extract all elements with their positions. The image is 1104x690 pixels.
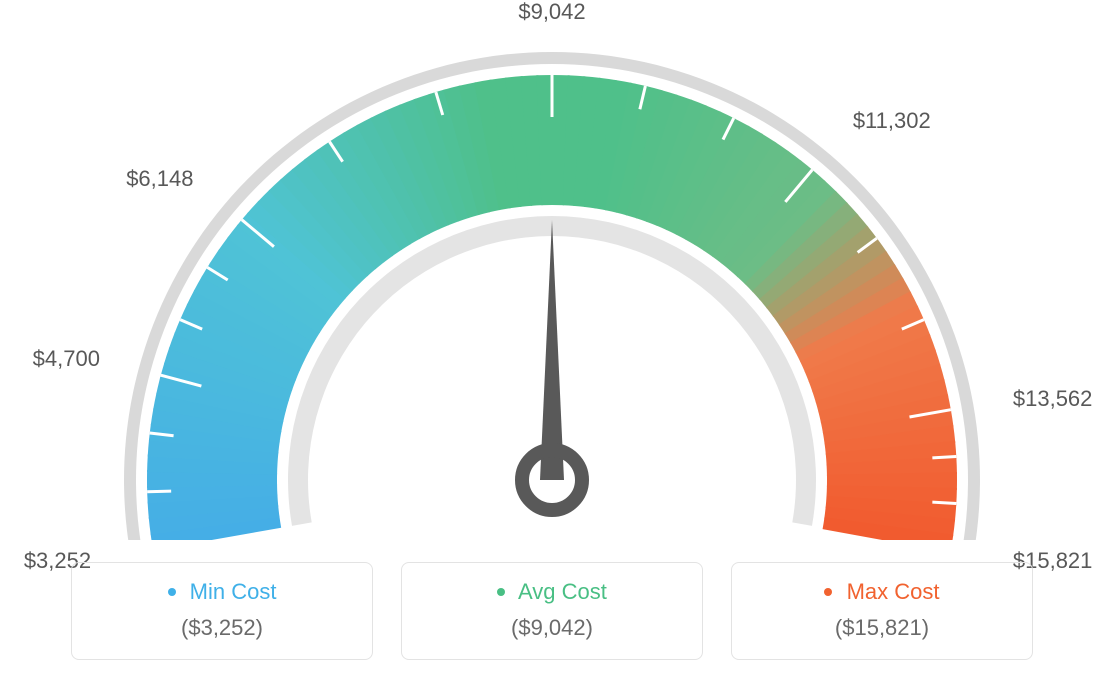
avg-cost-value: ($9,042) — [402, 615, 702, 641]
gauge-svg — [0, 0, 1104, 540]
gauge-tick-label: $6,148 — [126, 166, 193, 192]
avg-cost-title: Avg Cost — [402, 579, 702, 605]
avg-cost-card: Avg Cost ($9,042) — [401, 562, 703, 660]
min-cost-title: Min Cost — [72, 579, 372, 605]
avg-cost-bullet — [497, 588, 505, 596]
gauge-tick-label: $13,562 — [1013, 386, 1093, 412]
min-cost-value: ($3,252) — [72, 615, 372, 641]
max-cost-value: ($15,821) — [732, 615, 1032, 641]
gauge-tick-label: $9,042 — [518, 0, 585, 25]
max-cost-title-text: Max Cost — [847, 579, 940, 604]
min-cost-title-text: Min Cost — [190, 579, 277, 604]
min-cost-bullet — [168, 588, 176, 596]
max-cost-card: Max Cost ($15,821) — [731, 562, 1033, 660]
legend-row: Min Cost ($3,252) Avg Cost ($9,042) Max … — [0, 562, 1104, 660]
gauge-tick-label: $11,302 — [853, 108, 931, 134]
min-cost-card: Min Cost ($3,252) — [71, 562, 373, 660]
avg-cost-title-text: Avg Cost — [518, 579, 607, 604]
max-cost-title: Max Cost — [732, 579, 1032, 605]
max-cost-bullet — [824, 588, 832, 596]
cost-gauge: $3,252$4,700$6,148$9,042$11,302$13,562$1… — [0, 0, 1104, 540]
gauge-tick-label: $4,700 — [33, 346, 100, 372]
